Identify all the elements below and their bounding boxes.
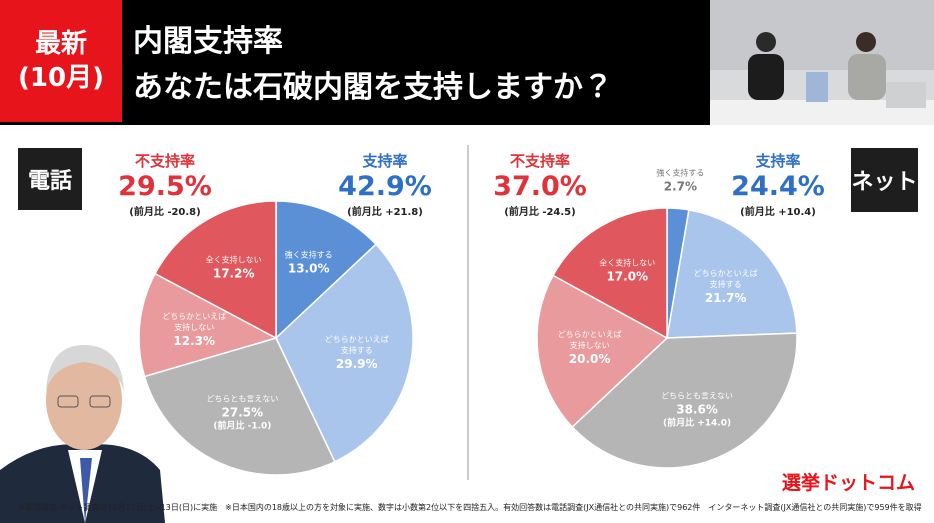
slice-label: どちらかといえば 支持する 21.7% [666,268,786,306]
slice-label: 全く支持しない 17.2% [174,254,294,281]
summary-change: (前月比 +10.4) [740,207,816,218]
pie-slice [571,332,798,469]
slice-note: (前月比 +14.0) [663,418,732,429]
summary-value: 42.9% [338,171,432,202]
slice-label: どちらとも言えない 38.6% (前月比 +14.0) [637,390,757,429]
slice-category: どちらかといえば 支持しない [162,311,227,332]
summary-label: 支持率 [362,152,408,170]
slice-label: どちらかといえば 支持する 29.9% [297,334,417,372]
video-wall [710,0,934,70]
slice-label: どちらとも言えない 27.5% (前月比 -1.0) [182,394,302,433]
slice-category: 全く支持しない [599,258,656,268]
slice-category: どちらかといえば 支持しない [557,329,622,350]
chart-badge: ネット [851,148,918,212]
summary-change: (前月比 -24.5) [504,207,576,218]
slice-category: どちらかといえば 支持する [693,268,758,289]
laptop [886,82,926,108]
logo: 選挙ドットコム [782,472,916,494]
header-title: 内閣支持率 [133,24,283,59]
header-subtitle: あなたは石破内閣を支持しますか？ [133,70,613,105]
slice-value: 2.7% [663,179,698,194]
slice-label: 全く支持しない 17.0% [567,257,687,284]
slice-category: どちらとも言えない [206,394,279,404]
portrait-glasses [57,395,79,408]
summary: 不支持率 37.0% (前月比 -24.5) [475,150,605,218]
portrait [0,345,165,523]
slice-value: 21.7% [704,290,747,305]
slice-value: 13.0% [287,261,330,276]
slice-value: 29.9% [335,357,378,372]
pie-slice [536,274,669,429]
portrait-face [46,350,122,450]
slice-category: 全く支持しない [205,255,262,265]
slice-note: (前月比 -1.0) [213,421,272,432]
summary-value: 24.4% [731,171,825,202]
slice-category: 強く支持する [656,168,705,178]
video-inset [710,0,934,125]
summary: 支持率 42.9% (前月比 +21.8) [320,150,450,218]
slice-category: 強く支持する [284,250,333,260]
summary-value: 29.5% [118,171,212,202]
pie-slice [143,337,336,476]
slice-value: 17.2% [212,266,255,281]
portrait-glasses [89,395,111,408]
trophy [806,72,828,102]
slice-value: 17.0% [606,269,649,284]
portrait-hair [46,345,124,392]
chart-badge: 電話 [18,148,82,210]
person-head [756,32,776,52]
summary-change: (前月比 +21.8) [347,207,423,218]
pie-slice [666,208,798,339]
pie-slice [275,200,378,340]
summary: 不支持率 29.5% (前月比 -20.8) [100,150,230,218]
summary-label: 支持率 [755,152,801,170]
footnote: ※電話調査:ネット調査は10月12日(土)・13日(日)に実施 ※日本国内の18… [18,503,922,512]
slice-value: 27.5% [221,405,264,420]
summary-label: 不支持率 [134,152,195,170]
header-badge: 最新 (10月) [0,0,122,122]
slice-value: 12.3% [173,333,216,348]
pie-slice [154,200,277,340]
pie-slice [275,243,414,463]
person-head [856,32,876,52]
person-body [748,54,784,100]
slice-category: どちらとも言えない [661,391,734,401]
summary: 支持率 24.4% (前月比 +10.4) [713,150,843,218]
summary-change: (前月比 -20.8) [129,207,201,218]
slice-label: 強く支持する 2.7% [620,167,740,194]
summary-value: 37.0% [493,171,587,202]
slice-category: どちらかといえば 支持する [324,335,389,356]
pie-slice [138,272,278,378]
person-body [848,54,886,100]
pie-slice [552,207,668,340]
slice-value: 38.6% [676,402,718,417]
summary-label: 不支持率 [509,152,570,170]
slice-label: どちらかといえば 支持しない 12.3% [134,311,254,349]
slice-value: 20.0% [568,351,611,366]
slice-label: どちらかといえば 支持しない 20.0% [530,329,650,367]
portrait-tie [80,458,92,523]
slice-label: 強く支持する 13.0% [249,249,369,276]
